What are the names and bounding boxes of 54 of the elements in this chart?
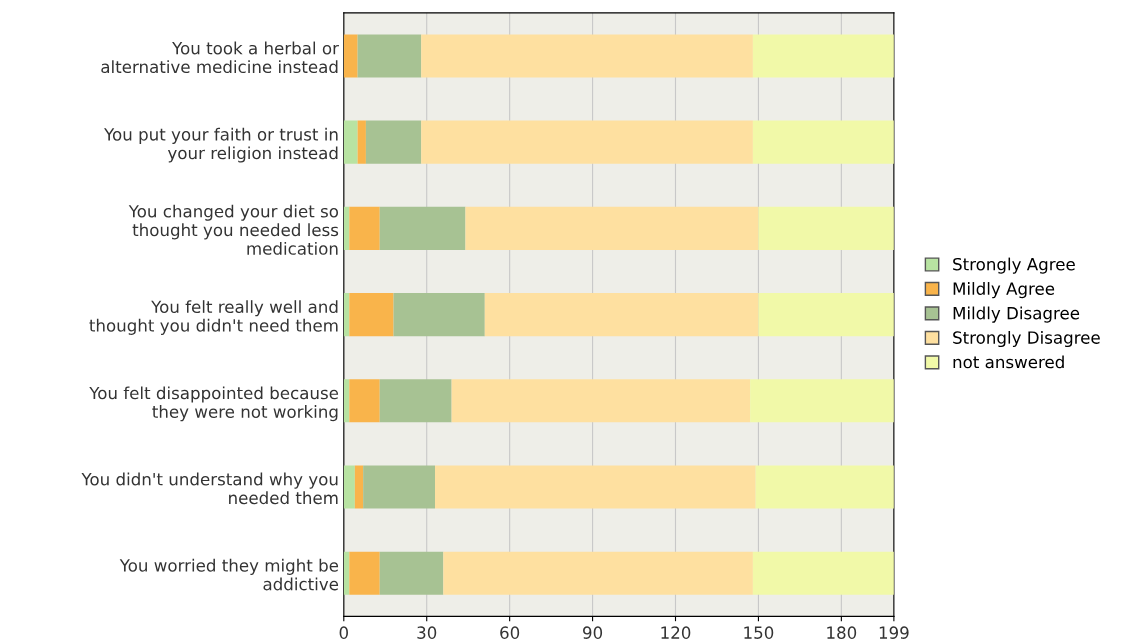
- bar: [758, 206, 894, 250]
- bar: [750, 379, 894, 423]
- bar: [349, 551, 380, 595]
- bar: [343, 34, 358, 78]
- legend-label: not answered: [953, 355, 1064, 369]
- x-tick-label: 90: [583, 626, 603, 639]
- bar: [484, 293, 759, 337]
- bar: [421, 34, 753, 78]
- bar: [343, 551, 350, 595]
- y-tick-label: You felt really well and thought you didn't need them: [89, 300, 338, 335]
- legend-label: Strongly Agree: [953, 257, 1075, 274]
- bar: [363, 465, 436, 509]
- bar: [451, 379, 751, 423]
- bar: [343, 293, 350, 337]
- bar: [465, 206, 759, 250]
- y-tick-label: You didn't understand why you needed them: [81, 472, 338, 505]
- bar: [343, 379, 350, 423]
- y-tick-label: You worried they might be addictive: [119, 558, 339, 591]
- x-tick-label: 180: [827, 626, 857, 639]
- bar: [421, 120, 753, 164]
- x-tick-label: 60: [500, 626, 520, 639]
- bar: [758, 293, 894, 337]
- y-tick-label: You took a herbal or alternative medicine instead: [101, 41, 339, 74]
- bar: [755, 465, 894, 509]
- bar: [349, 293, 394, 337]
- bar: [349, 206, 380, 250]
- y-tick-label: You changed your diet so thought you needed less medication: [128, 204, 339, 255]
- bar: [357, 120, 366, 164]
- bar: [393, 293, 485, 337]
- bar: [379, 379, 452, 423]
- bar: [752, 551, 894, 595]
- bar: [365, 120, 422, 164]
- bar: [752, 120, 894, 164]
- x-tick-label: 0: [339, 626, 348, 639]
- bar: [443, 551, 753, 595]
- bar: [435, 465, 756, 509]
- bar: [343, 465, 355, 509]
- legend-label: Mildly Agree: [953, 282, 1055, 299]
- bar: [354, 465, 364, 509]
- legend-label: Mildly Disagree: [953, 306, 1080, 323]
- y-tick-label: You felt disappointed because they were not working: [89, 386, 339, 422]
- bar: [379, 206, 466, 250]
- bar: [343, 120, 358, 164]
- bar: [379, 551, 444, 595]
- x-tick-label: 199: [879, 626, 909, 639]
- y-tick-label: You put your faith or trust in your religion instead: [104, 127, 338, 163]
- x-tick-label: 30: [417, 626, 437, 639]
- x-tick-label: 120: [661, 626, 691, 639]
- legend-label: Strongly Disagree: [953, 330, 1100, 348]
- bar: [343, 206, 350, 250]
- bar: [752, 34, 894, 78]
- bar: [357, 34, 422, 78]
- bar: [349, 379, 380, 423]
- x-tick-label: 150: [744, 626, 774, 639]
